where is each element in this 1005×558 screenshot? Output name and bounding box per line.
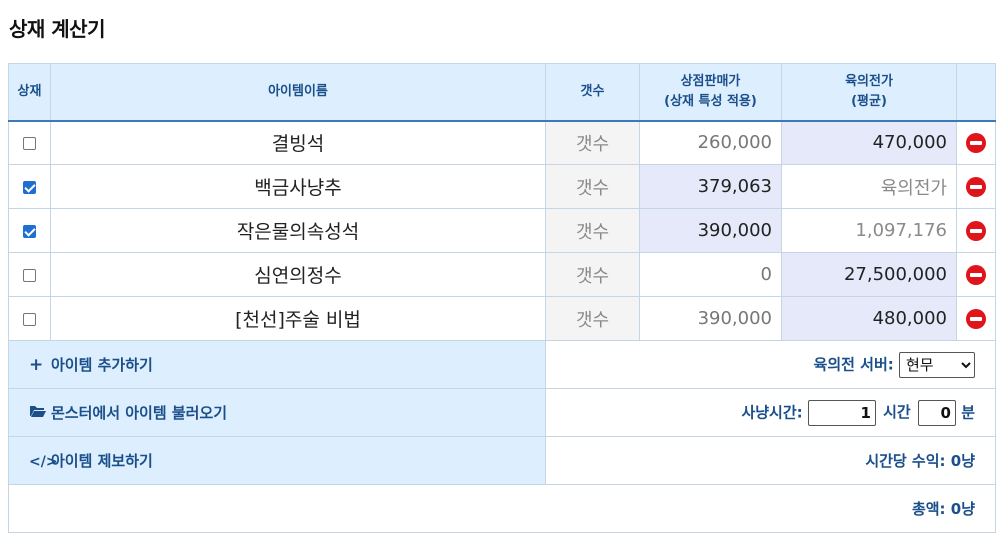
- minus-circle-icon[interactable]: [966, 220, 986, 241]
- item-name: 결빙석: [50, 120, 546, 165]
- column-header-shop-price: 상점판매가 (상재 특성 적용): [639, 63, 782, 121]
- qty-input[interactable]: 갯수: [545, 296, 640, 341]
- avg-price-title: 육의전가: [845, 73, 893, 89]
- hours-unit: 시간: [883, 403, 911, 421]
- hunt-time-label: 사냥시간:: [741, 403, 803, 421]
- item-name: 작은물의속성석: [50, 208, 546, 253]
- hours-input[interactable]: [807, 399, 876, 426]
- qty-input[interactable]: 갯수: [545, 164, 640, 209]
- avg-price-subtitle: (평균): [851, 93, 887, 109]
- shop-price-input[interactable]: 390,000: [639, 296, 782, 341]
- server-label: 육의전 서버:: [813, 355, 894, 373]
- shop-price-title: 상점판매가: [680, 73, 741, 89]
- folder-open-icon: [29, 403, 51, 423]
- avg-price-input[interactable]: 육의전가: [781, 164, 957, 209]
- table-row: 결빙석 갯수 260,000 470,000: [8, 120, 996, 165]
- column-header-qty: 갯수: [545, 63, 640, 121]
- load-from-monster-button[interactable]: 몬스터에서 아이템 불러오기: [8, 388, 546, 437]
- avg-price-input[interactable]: 470,000: [781, 120, 957, 165]
- shop-price-input[interactable]: 379,063: [639, 164, 782, 209]
- minus-circle-icon[interactable]: [966, 264, 986, 285]
- code-icon: </>: [29, 453, 58, 470]
- hunt-time-setting: 사냥시간: 시간 분: [545, 388, 996, 437]
- load-from-monster-label: 몬스터에서 아이템 불러오기: [51, 403, 228, 422]
- shop-price-subtitle: (상재 특성 적용): [664, 93, 757, 109]
- column-header-delete: [956, 63, 996, 121]
- table-row: 심연의정수 갯수 0 27,500,000: [8, 252, 996, 297]
- table-row: [천선]주술 비법 갯수 390,000 480,000: [8, 296, 996, 341]
- report-item-button[interactable]: </>아이템 제보하기: [8, 436, 546, 485]
- avg-price-input[interactable]: 1,097,176: [781, 208, 957, 253]
- minus-circle-icon[interactable]: [966, 133, 986, 153]
- item-name: 백금사냥추: [50, 164, 546, 209]
- minutes-unit: 분: [961, 403, 975, 421]
- hourly-income: 시간당 수익: 0냥: [545, 436, 996, 485]
- row-checkbox[interactable]: [23, 137, 36, 151]
- minutes-input[interactable]: [917, 399, 956, 426]
- avg-price-input[interactable]: 480,000: [781, 296, 957, 341]
- qty-input[interactable]: 갯수: [545, 120, 640, 165]
- column-header-avg-price: 육의전가 (평균): [781, 63, 957, 121]
- shop-price-input[interactable]: 390,000: [639, 208, 782, 253]
- add-item-label: 아이템 추가하기: [51, 355, 153, 374]
- column-header-name: 아이템이름: [50, 63, 546, 121]
- add-item-button[interactable]: + 아이템 추가하기: [8, 340, 546, 389]
- row-checkbox[interactable]: [23, 181, 36, 194]
- total-amount: 총액: 0냥: [8, 484, 996, 533]
- row-checkbox[interactable]: [23, 269, 36, 282]
- item-name: [천선]주술 비법: [50, 296, 546, 341]
- page-title: 상재 계산기: [9, 17, 105, 41]
- item-name: 심연의정수: [50, 252, 546, 297]
- avg-price-input[interactable]: 27,500,000: [781, 252, 957, 297]
- qty-input[interactable]: 갯수: [545, 208, 640, 253]
- column-header-check: 상재: [8, 63, 51, 121]
- shop-price-input[interactable]: 0: [639, 252, 782, 297]
- item-table: 상재 아이템이름 갯수 상점판매가 (상재 특성 적용) 육의전가 (평균) 결빙석…: [8, 63, 996, 533]
- minus-circle-icon[interactable]: [966, 176, 986, 197]
- action-row: 몬스터에서 아이템 불러오기 사냥시간: 시간 분: [8, 388, 996, 437]
- header-row: 상재 아이템이름 갯수 상점판매가 (상재 특성 적용) 육의전가 (평균): [8, 63, 996, 121]
- server-select[interactable]: 현무: [899, 351, 975, 378]
- qty-input[interactable]: 갯수: [545, 252, 640, 297]
- plus-icon: +: [29, 355, 44, 376]
- row-checkbox[interactable]: [23, 313, 36, 326]
- row-checkbox[interactable]: [23, 225, 36, 238]
- server-setting: 육의전 서버: 현무: [545, 340, 996, 389]
- action-row: </>아이템 제보하기 시간당 수익: 0냥: [8, 436, 996, 485]
- table-row: 백금사냥추 갯수 379,063 육의전가: [8, 164, 996, 209]
- shop-price-input[interactable]: 260,000: [639, 120, 782, 165]
- total-row: 총액: 0냥: [8, 484, 996, 533]
- minus-circle-icon[interactable]: [966, 308, 986, 329]
- report-item-label: 아이템 제보하기: [51, 452, 153, 470]
- table-row: 작은물의속성석 갯수 390,000 1,097,176: [8, 208, 996, 253]
- action-row: + 아이템 추가하기 육의전 서버: 현무: [8, 340, 996, 389]
